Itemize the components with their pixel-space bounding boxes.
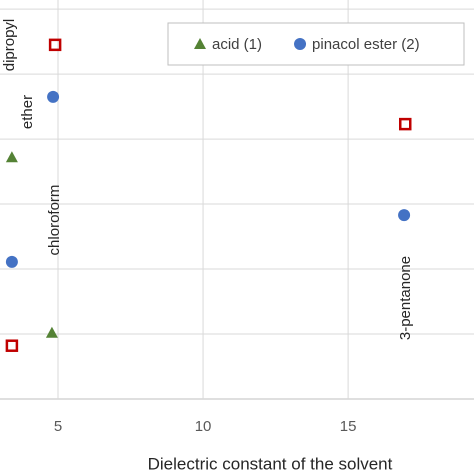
annotation: chloroform: [46, 185, 63, 256]
annotation: 3-pentanone: [397, 256, 414, 340]
x-tick-label: 15: [340, 418, 357, 435]
legend-marker: [294, 38, 307, 50]
point: [398, 209, 411, 222]
x-axis-label: Dielectric constant of the solvent: [148, 454, 393, 473]
point: [48, 38, 62, 52]
point: [5, 255, 18, 268]
annotation: ether: [19, 95, 36, 129]
point: [5, 339, 19, 352]
legend-label: pinacol ester (2): [312, 36, 420, 53]
point: [398, 117, 412, 131]
x-tick-label: 5: [54, 418, 62, 435]
point: [47, 90, 60, 103]
point: [5, 151, 18, 163]
legend-box: [167, 22, 465, 66]
annotation: dipropyl: [1, 19, 18, 72]
legend-marker: [194, 38, 206, 49]
point: [45, 326, 58, 338]
legend-label: acid (1): [212, 36, 262, 53]
x-tick-label: 10: [195, 418, 212, 435]
